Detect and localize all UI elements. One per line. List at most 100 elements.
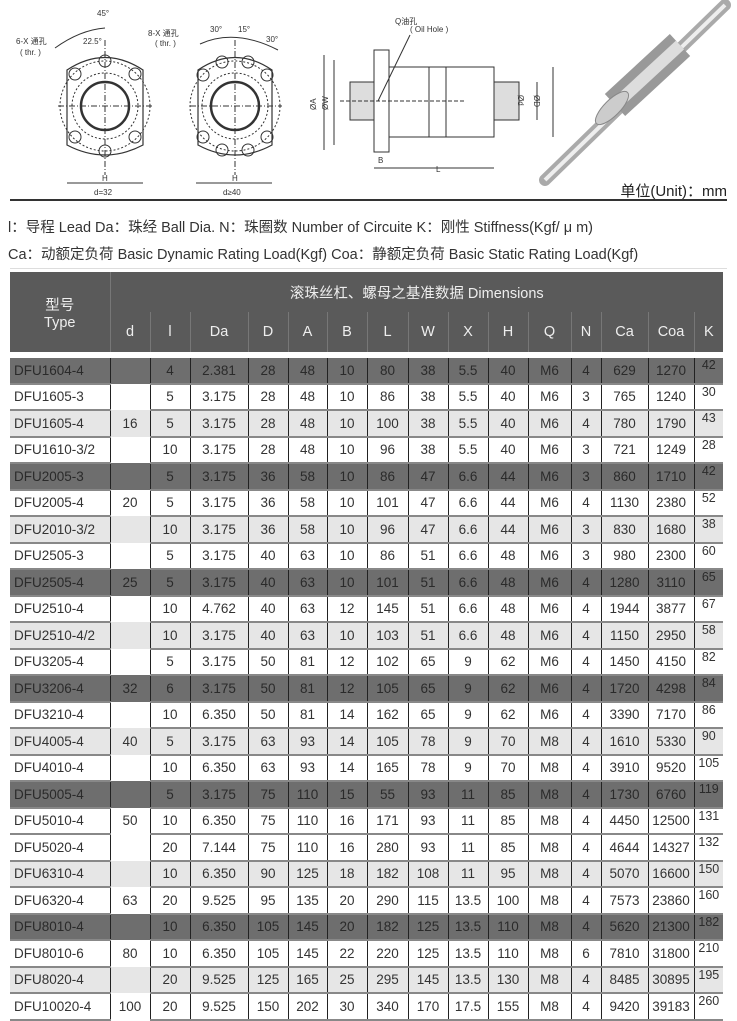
table-row: DFU5020-4 20 7.144 75 110 16 280 93 11 85 M8 4 4644 1… [10,834,724,862]
cell-d [109,913,150,940]
cell-a: 63 [287,569,327,597]
cell-q: M6 [527,383,571,411]
cell-l: 5 [149,463,190,491]
cell-da: 7.144 [189,834,248,862]
cell-x: 6.6 [447,516,488,544]
cell-k: 132 [693,834,724,862]
cell-q: M6 [527,701,571,729]
d-label: d=32 [94,188,113,197]
cell-w: 51 [407,595,448,623]
cell-n: 3 [570,383,601,411]
cell-a: 58 [287,516,327,544]
cell-l: 5 [149,648,190,676]
cell-d: 95 [247,887,288,915]
cell-x: 17.5 [447,993,488,1021]
cell-d [109,436,150,463]
cell-w: 51 [407,569,448,597]
cell-w: 93 [407,834,448,862]
cell-l: 171 [366,807,408,835]
cell-d [109,834,150,861]
cell-d [109,966,150,993]
cell-type: DFU2505-3 [10,542,110,570]
cell-b: 16 [326,834,367,862]
column-header-q: Q [527,312,571,352]
cell-a: 58 [287,463,327,491]
cell-b: 12 [326,675,367,703]
cell-d: 90 [247,860,288,888]
cell-ca: 5620 [600,913,648,941]
cell-x: 9 [447,675,488,703]
cell-x: 9 [447,728,488,756]
cell-x: 6.6 [447,595,488,623]
table-row: DFU1610-3/2 10 3.175 28 48 10 96 38 5.5 40 M6 3 721 1… [10,436,724,464]
cell-w: 47 [407,516,448,544]
cell-l: 20 [149,966,190,994]
cell-h: 85 [487,807,528,835]
cell-n: 4 [570,569,601,597]
cell-l: 340 [366,993,408,1021]
cell-coa: 1249 [647,436,694,464]
cell-l: 10 [149,595,190,623]
cell-ca: 629 [600,358,648,385]
cell-d: 150 [247,993,288,1021]
cell-x: 11 [447,781,488,809]
cell-coa: 1270 [647,358,694,385]
cell-a: 48 [287,410,327,438]
cell-ca: 7810 [600,940,648,968]
column-header-k: K [693,312,724,352]
cell-ca: 1610 [600,728,648,756]
cell-da: 6.350 [189,940,248,968]
cell-l: 10 [149,436,190,464]
divider [10,199,727,201]
cell-h: 40 [487,436,528,464]
cell-q: M8 [527,754,571,782]
cell-b: 14 [326,728,367,756]
cell-d: 75 [247,807,288,835]
cell-d: 28 [247,436,288,464]
cell-x: 5.5 [447,436,488,464]
cell-l: 295 [366,966,408,994]
cell-n: 3 [570,436,601,464]
cell-n: 4 [570,675,601,703]
cell-l: 5 [149,489,190,517]
cell-n: 3 [570,542,601,570]
cell-d: 50 [109,807,150,834]
cell-x: 6.6 [447,489,488,517]
cell-q: M8 [527,993,571,1021]
cell-n: 4 [570,834,601,862]
thr-label: ( thr. ) [155,39,176,48]
cell-b: 10 [326,542,367,570]
cell-x: 6.6 [447,569,488,597]
cell-ca: 8485 [600,966,648,994]
cell-da: 3.175 [189,781,248,809]
cell-k: 150 [693,860,724,888]
cell-l: 105 [366,728,408,756]
cell-l: 220 [366,940,408,968]
cell-ca: 3390 [600,701,648,729]
angle-label: 45° [97,9,109,18]
dia-w-label: ØW [321,96,330,110]
cell-l: 105 [366,675,408,703]
column-header-l: L [366,312,408,352]
cell-w: 65 [407,675,448,703]
cell-h: 70 [487,754,528,782]
table-row: DFU2505-3 5 3.175 40 63 10 86 51 6.6 48 M6 3 980 2300… [10,542,724,570]
cell-l: 86 [366,542,408,570]
cell-ca: 1730 [600,781,648,809]
cell-l: 5 [149,383,190,411]
cell-d: 28 [247,383,288,411]
cell-q: M6 [527,648,571,676]
column-header-n: N [570,312,601,352]
cell-k: 131 [693,807,724,835]
cell-da: 6.350 [189,807,248,835]
cell-q: M6 [527,675,571,703]
cell-w: 51 [407,622,448,650]
cell-h: 48 [487,622,528,650]
cell-k: 65 [693,569,724,597]
cell-coa: 2380 [647,489,694,517]
cell-d: 28 [247,358,288,385]
cell-k: 52 [693,489,724,517]
cell-d: 36 [247,463,288,491]
cell-q: M6 [527,595,571,623]
cell-a: 135 [287,887,327,915]
